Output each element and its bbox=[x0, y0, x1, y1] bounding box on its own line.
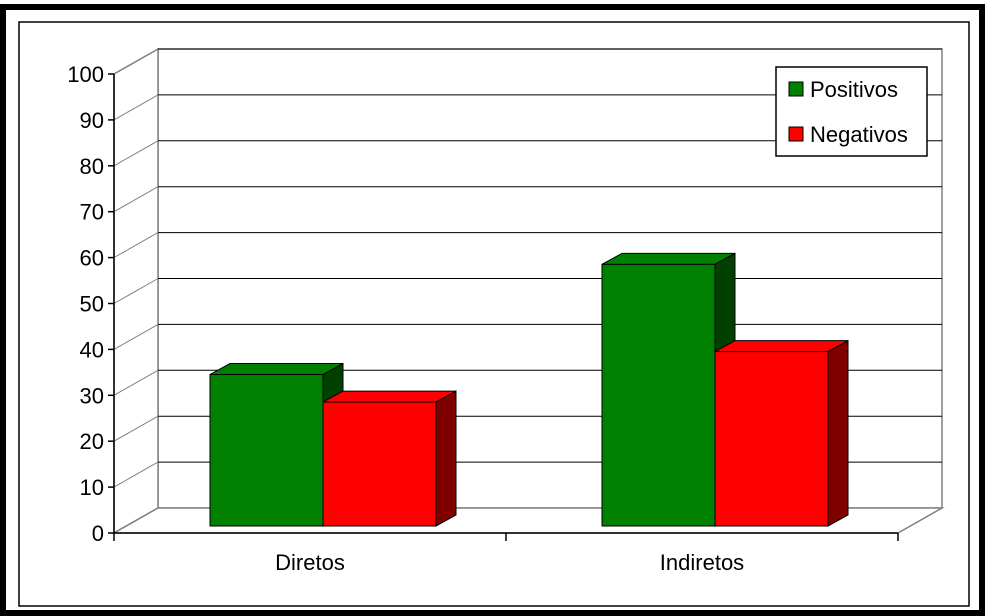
legend-label-negativos: Negativos bbox=[810, 122, 908, 147]
gridline-side bbox=[113, 278, 159, 304]
bar-top bbox=[209, 363, 344, 376]
legend-swatch-negativos bbox=[788, 126, 804, 142]
gridline-side bbox=[113, 461, 159, 488]
x-category-label: Indiretos bbox=[660, 550, 744, 575]
y-tick-label: 60 bbox=[80, 246, 104, 271]
gridline-side bbox=[113, 369, 159, 396]
y-tick-label: 90 bbox=[80, 108, 104, 133]
gridline-side bbox=[113, 48, 159, 75]
bar-top bbox=[601, 252, 736, 265]
y-tick-label: 50 bbox=[80, 292, 104, 317]
y-tick-label: 80 bbox=[80, 154, 104, 179]
legend: Positivos Negativos bbox=[775, 66, 928, 157]
gridline-side bbox=[113, 94, 159, 121]
y-tick-label: 0 bbox=[92, 521, 104, 546]
bar-negativos-indiretos bbox=[714, 339, 849, 527]
y-tick-label: 100 bbox=[67, 62, 104, 87]
legend-label-positivos: Positivos bbox=[810, 77, 898, 102]
legend-swatch-positivos bbox=[788, 81, 804, 97]
gridline-side bbox=[113, 323, 159, 350]
bar-side bbox=[827, 339, 849, 527]
bar-front bbox=[714, 351, 829, 527]
bar-top bbox=[714, 340, 849, 353]
bar-front bbox=[209, 374, 324, 527]
y-tick-label: 70 bbox=[80, 200, 104, 225]
y-tick-label: 30 bbox=[80, 383, 104, 408]
y-tick-label: 40 bbox=[80, 337, 104, 362]
bar-side bbox=[435, 390, 457, 527]
gridline-side bbox=[113, 232, 159, 259]
bar-front bbox=[601, 263, 716, 527]
gridline-side bbox=[113, 140, 159, 167]
bar-negativos-diretos bbox=[322, 390, 457, 527]
bar-top bbox=[322, 390, 457, 403]
gridline-side bbox=[113, 186, 159, 213]
y-axis: 0 10 20 30 40 50 60 70 80 90 100 bbox=[67, 62, 115, 546]
y-tick-label: 20 bbox=[80, 429, 104, 454]
bars bbox=[209, 252, 849, 527]
x-axis: Diretos Indiretos bbox=[113, 532, 899, 575]
x-category-label: Diretos bbox=[275, 550, 345, 575]
bar-front bbox=[322, 401, 437, 527]
y-tick-label: 10 bbox=[80, 475, 104, 500]
chart-inner-border bbox=[18, 21, 970, 607]
gridline-side bbox=[113, 415, 159, 442]
